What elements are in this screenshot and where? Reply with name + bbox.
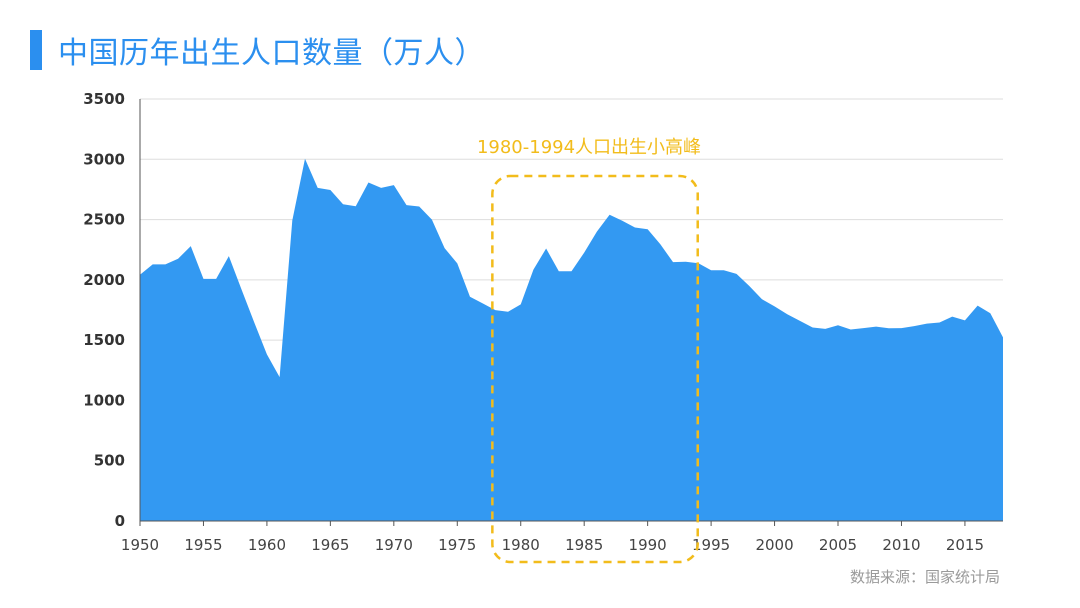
x-axis-ticks: 1950 1955 1960 1965 1970 1975 1980 1985 1990 1995…: [121, 521, 984, 554]
x-tick-label: 1965: [311, 536, 349, 554]
y-tick-label: 2500: [83, 211, 125, 229]
x-tick-label: 1950: [121, 536, 159, 554]
y-tick-label: 3000: [83, 150, 125, 168]
y-tick-label: 3500: [83, 90, 125, 108]
x-tick-label: 2015: [946, 536, 984, 554]
y-tick-label: 0: [115, 512, 125, 530]
axes: [139, 99, 1003, 522]
x-tick-label: 1980: [502, 536, 540, 554]
annotation-group: 1980-1994人口出生小高峰: [477, 137, 701, 564]
y-axis-ticks: 0 500 1000 1500 2000 2500 3000 3500: [83, 90, 125, 530]
x-tick-label: 2000: [755, 536, 793, 554]
x-tick-label: 1975: [438, 536, 476, 554]
x-tick-label: 1990: [629, 536, 667, 554]
source-note: 数据来源：国家统计局: [849, 568, 1000, 586]
x-tick-label: 1970: [375, 536, 413, 554]
y-tick-label: 500: [94, 452, 125, 470]
title-accent-bar: [30, 30, 42, 70]
y-tick-label: 1500: [83, 331, 125, 349]
chart-title: 中国历年出生人口数量（万人）: [58, 36, 485, 71]
x-tick-label: 1995: [692, 536, 730, 554]
area-fill: [140, 158, 1003, 522]
x-tick-label: 1985: [565, 536, 603, 554]
annotation-box: [491, 174, 699, 564]
title-area: 中国历年出生人口数量（万人）: [30, 30, 485, 71]
x-tick-label: 2005: [819, 536, 857, 554]
annotation-label: 1980-1994人口出生小高峰: [477, 137, 701, 158]
y-tick-label: 2000: [83, 271, 125, 289]
y-tick-label: 1000: [83, 391, 125, 409]
x-tick-label: 1955: [184, 536, 222, 554]
area-series: [140, 158, 1003, 522]
x-tick-label: 1960: [248, 536, 286, 554]
x-tick-label: 2010: [882, 536, 920, 554]
